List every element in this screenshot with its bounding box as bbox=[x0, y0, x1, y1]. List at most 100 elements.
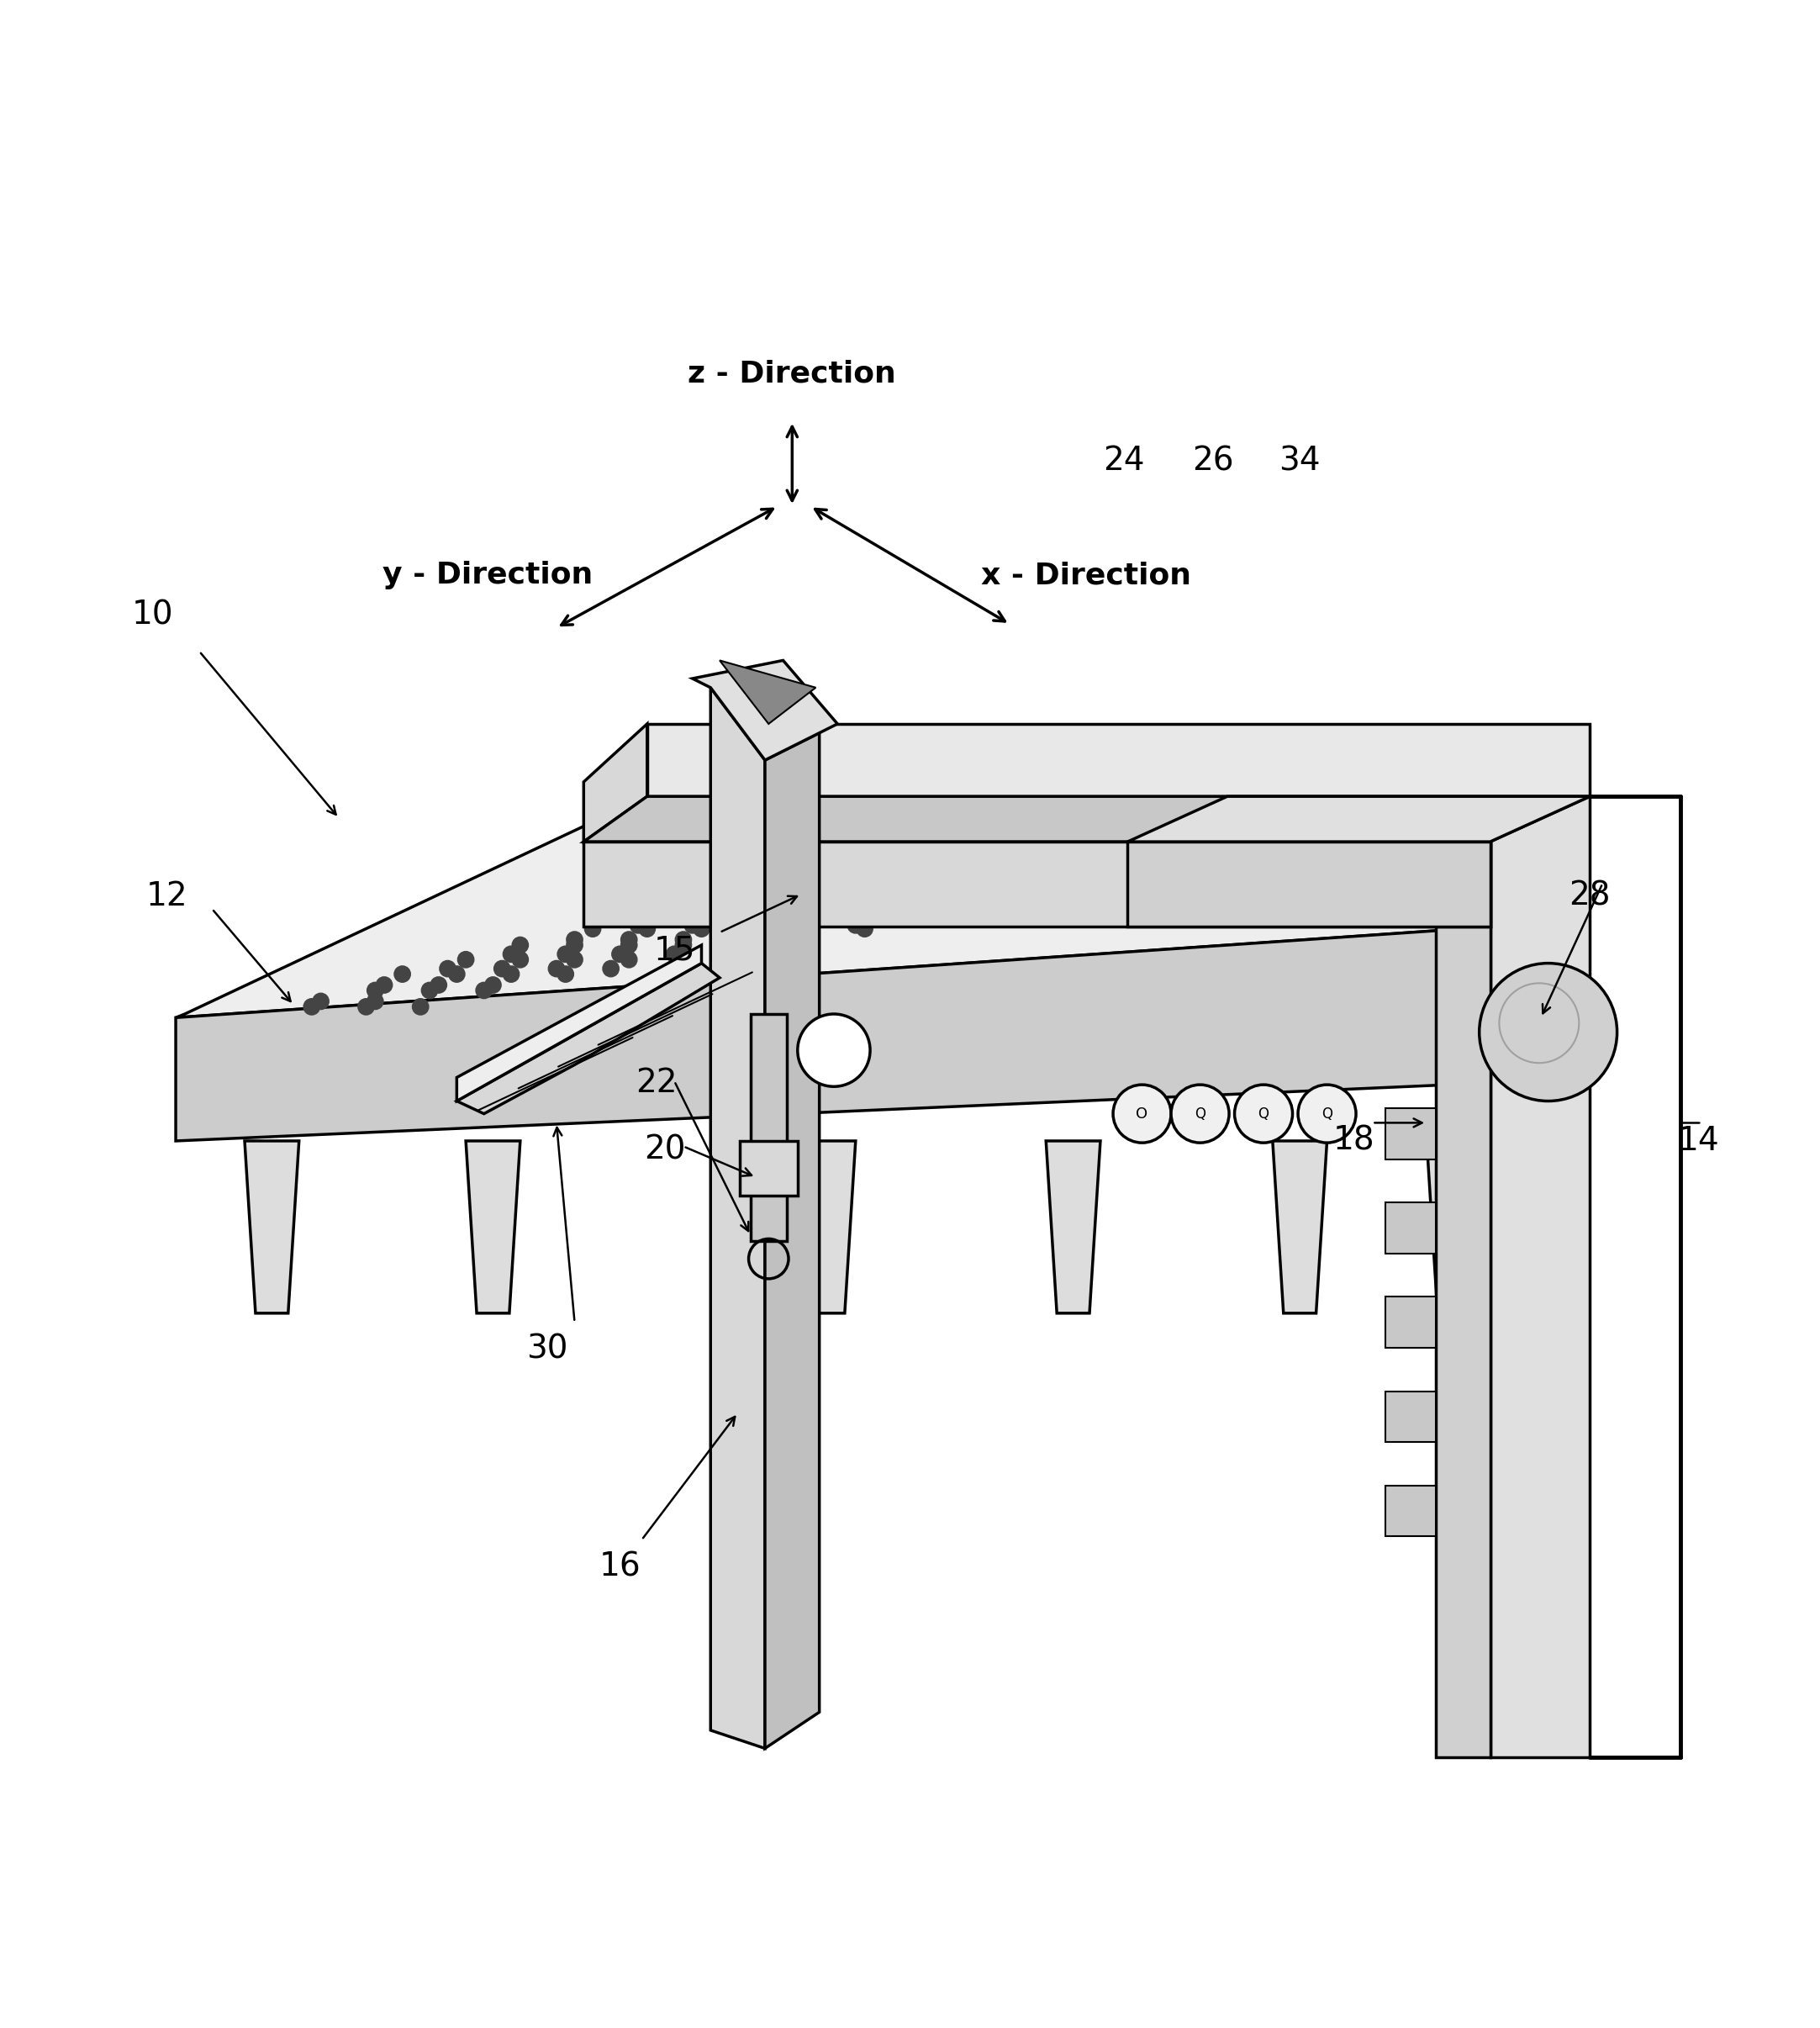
Polygon shape bbox=[764, 732, 819, 1748]
Circle shape bbox=[839, 888, 854, 902]
Circle shape bbox=[675, 937, 690, 953]
Polygon shape bbox=[692, 661, 837, 760]
Circle shape bbox=[1112, 856, 1127, 870]
Text: z - Direction: z - Direction bbox=[688, 359, 895, 389]
Text: 28: 28 bbox=[1569, 880, 1611, 913]
Circle shape bbox=[559, 967, 573, 982]
Circle shape bbox=[748, 921, 763, 937]
Text: Q: Q bbox=[1321, 1105, 1332, 1121]
Circle shape bbox=[1201, 840, 1216, 854]
Circle shape bbox=[803, 921, 817, 937]
Circle shape bbox=[857, 876, 872, 890]
Circle shape bbox=[440, 961, 455, 975]
Circle shape bbox=[912, 876, 926, 890]
Circle shape bbox=[766, 904, 781, 921]
Circle shape bbox=[504, 947, 519, 961]
Text: x - Direction: x - Direction bbox=[981, 562, 1190, 590]
Polygon shape bbox=[1491, 797, 1591, 1758]
Circle shape bbox=[1067, 850, 1081, 864]
Circle shape bbox=[976, 890, 990, 904]
Circle shape bbox=[1234, 1085, 1292, 1142]
Polygon shape bbox=[750, 1014, 786, 1241]
Circle shape bbox=[368, 984, 382, 998]
Circle shape bbox=[1003, 888, 1017, 902]
Polygon shape bbox=[1427, 1142, 1481, 1314]
Circle shape bbox=[803, 902, 817, 919]
Circle shape bbox=[304, 1000, 318, 1014]
Circle shape bbox=[359, 1000, 373, 1014]
Circle shape bbox=[684, 919, 699, 933]
Circle shape bbox=[693, 902, 708, 919]
Circle shape bbox=[948, 856, 963, 870]
Polygon shape bbox=[1128, 797, 1591, 842]
Circle shape bbox=[875, 904, 890, 921]
Circle shape bbox=[985, 866, 999, 880]
Polygon shape bbox=[801, 1142, 855, 1314]
Circle shape bbox=[450, 967, 464, 982]
Circle shape bbox=[313, 994, 328, 1008]
Circle shape bbox=[395, 967, 410, 982]
Circle shape bbox=[794, 919, 808, 933]
Circle shape bbox=[857, 902, 872, 919]
Circle shape bbox=[1057, 858, 1072, 872]
Text: 10: 10 bbox=[131, 598, 173, 631]
Polygon shape bbox=[1385, 1296, 1436, 1349]
Text: 26: 26 bbox=[1192, 444, 1234, 477]
Circle shape bbox=[604, 961, 619, 975]
Circle shape bbox=[513, 937, 528, 953]
Text: 16: 16 bbox=[599, 1551, 641, 1584]
Circle shape bbox=[1480, 963, 1616, 1101]
Circle shape bbox=[1012, 850, 1026, 864]
Circle shape bbox=[821, 904, 835, 921]
Circle shape bbox=[994, 868, 1008, 882]
Circle shape bbox=[1094, 840, 1108, 854]
Text: 20: 20 bbox=[644, 1134, 686, 1166]
Text: Q: Q bbox=[1194, 1105, 1205, 1121]
Circle shape bbox=[486, 977, 501, 992]
Text: Q: Q bbox=[1258, 1105, 1269, 1121]
Circle shape bbox=[1170, 1085, 1228, 1142]
Circle shape bbox=[739, 919, 753, 933]
Circle shape bbox=[513, 953, 528, 967]
Circle shape bbox=[875, 866, 890, 880]
Circle shape bbox=[730, 937, 744, 953]
Text: 18: 18 bbox=[1334, 1126, 1376, 1156]
Text: y - Direction: y - Direction bbox=[382, 562, 593, 590]
Circle shape bbox=[477, 984, 491, 998]
Circle shape bbox=[948, 888, 963, 902]
Circle shape bbox=[730, 933, 744, 947]
Circle shape bbox=[693, 921, 708, 937]
Polygon shape bbox=[1436, 797, 1491, 1758]
Circle shape bbox=[812, 890, 826, 904]
Circle shape bbox=[613, 947, 628, 961]
Circle shape bbox=[1021, 876, 1036, 890]
Circle shape bbox=[930, 866, 945, 880]
Polygon shape bbox=[739, 1142, 797, 1194]
Circle shape bbox=[875, 878, 890, 892]
Circle shape bbox=[1057, 856, 1072, 870]
Circle shape bbox=[857, 921, 872, 937]
Circle shape bbox=[622, 933, 637, 947]
Circle shape bbox=[675, 933, 690, 947]
Circle shape bbox=[948, 858, 963, 872]
Circle shape bbox=[784, 888, 799, 902]
Circle shape bbox=[803, 876, 817, 890]
Circle shape bbox=[431, 977, 446, 992]
Polygon shape bbox=[584, 842, 1491, 927]
Text: 30: 30 bbox=[526, 1334, 568, 1365]
Circle shape bbox=[930, 878, 945, 892]
Circle shape bbox=[939, 868, 954, 882]
Text: 22: 22 bbox=[635, 1067, 677, 1099]
Circle shape bbox=[985, 878, 999, 892]
Circle shape bbox=[368, 994, 382, 1008]
Circle shape bbox=[757, 890, 772, 904]
Circle shape bbox=[668, 947, 681, 961]
Circle shape bbox=[1298, 1085, 1356, 1142]
Circle shape bbox=[730, 888, 744, 902]
Polygon shape bbox=[244, 1142, 298, 1314]
Circle shape bbox=[1094, 866, 1108, 880]
Polygon shape bbox=[1272, 1142, 1327, 1314]
Polygon shape bbox=[177, 797, 1591, 1018]
Polygon shape bbox=[584, 797, 1591, 842]
Text: 12: 12 bbox=[146, 880, 187, 913]
